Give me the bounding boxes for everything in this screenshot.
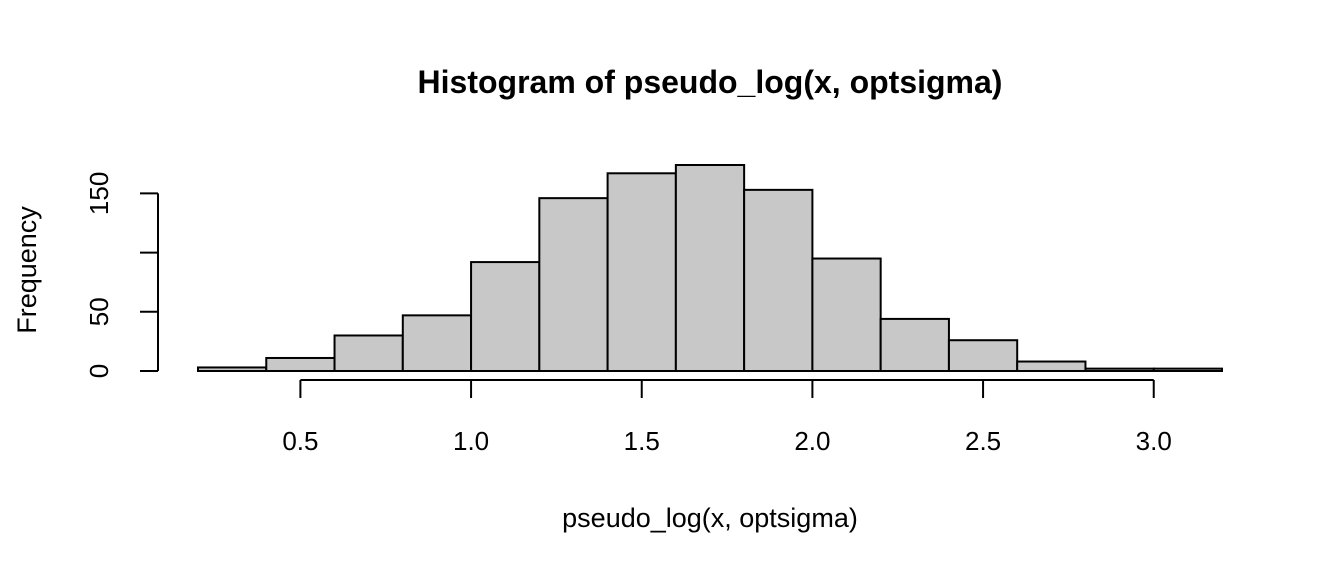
x-tick-label: 2.0	[794, 426, 830, 456]
histogram-bar	[606, 172, 677, 372]
histogram-bar	[879, 317, 950, 373]
y-tick-label: 0	[84, 364, 114, 378]
histogram-bar	[197, 366, 268, 372]
x-axis: 0.5 1.0 1.5 2.0 2.5 3.0	[282, 379, 1172, 456]
x-tick-label: 3.0	[1136, 426, 1172, 456]
histogram-bar	[1152, 367, 1223, 372]
x-tick-label: 1.0	[453, 426, 489, 456]
y-axis-label: Frequency	[12, 206, 42, 334]
histogram-bar	[743, 188, 814, 372]
y-tick-label: 50	[84, 297, 114, 326]
histogram-bar	[1016, 360, 1087, 373]
chart-title: Histogram of pseudo_log(x, optsigma)	[418, 64, 1003, 100]
y-tick-label: 150	[84, 172, 114, 215]
histogram-bar	[265, 356, 336, 373]
histogram-bar	[674, 164, 746, 372]
histogram-bar	[1084, 367, 1155, 372]
y-axis: 0 50 150	[84, 172, 159, 378]
histogram-bar	[333, 334, 404, 372]
x-tick-label: 1.5	[624, 426, 660, 456]
histogram-bar	[470, 261, 541, 373]
x-tick-label: 0.5	[282, 426, 318, 456]
x-tick-label: 2.5	[965, 426, 1001, 456]
histogram-bar	[538, 197, 609, 372]
bars-group	[197, 164, 1223, 373]
histogram-bar	[947, 339, 1019, 372]
histogram-bar	[811, 257, 882, 373]
x-axis-label: pseudo_log(x, optsigma)	[562, 503, 858, 533]
histogram-bar	[401, 314, 473, 372]
